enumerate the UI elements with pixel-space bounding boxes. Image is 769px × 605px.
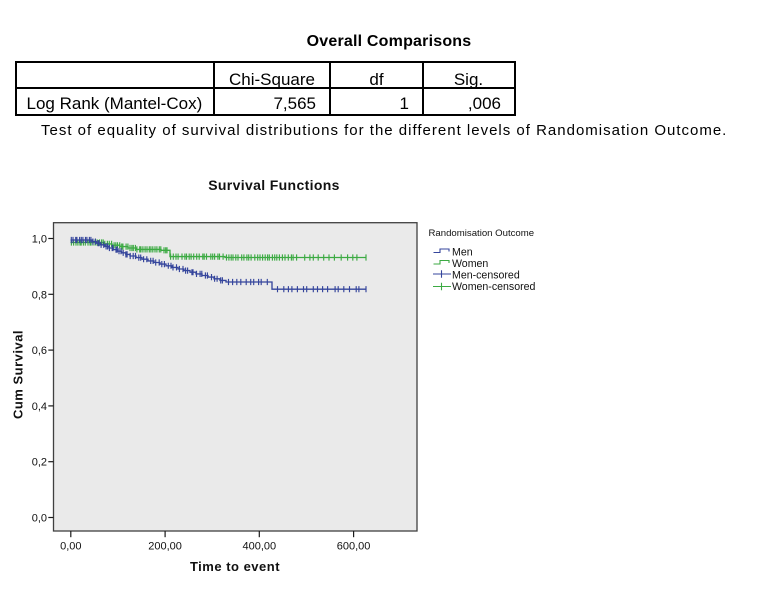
svg-text:600,00: 600,00: [337, 541, 371, 553]
svg-text:Randomisation Outcome: Randomisation Outcome: [429, 228, 535, 239]
svg-text:0,00: 0,00: [60, 541, 81, 553]
svg-text:0,8: 0,8: [32, 289, 47, 301]
svg-text:Cum Survival: Cum Survival: [11, 330, 26, 419]
svg-text:0,2: 0,2: [32, 457, 47, 469]
svg-text:0,0: 0,0: [32, 513, 47, 525]
svg-text:Men: Men: [452, 247, 473, 259]
svg-text:Women-censored: Women-censored: [452, 281, 536, 293]
svg-text:0,4: 0,4: [32, 401, 47, 413]
svg-text:200,00: 200,00: [148, 541, 182, 553]
svg-text:Men-censored: Men-censored: [452, 270, 520, 282]
svg-text:Women: Women: [452, 258, 488, 270]
svg-text:Survival Functions: Survival Functions: [208, 177, 340, 193]
svg-text:Time to event: Time to event: [190, 559, 280, 574]
svg-text:400,00: 400,00: [242, 541, 276, 553]
svg-text:1,0: 1,0: [32, 234, 47, 246]
svg-text:0,6: 0,6: [32, 345, 47, 357]
